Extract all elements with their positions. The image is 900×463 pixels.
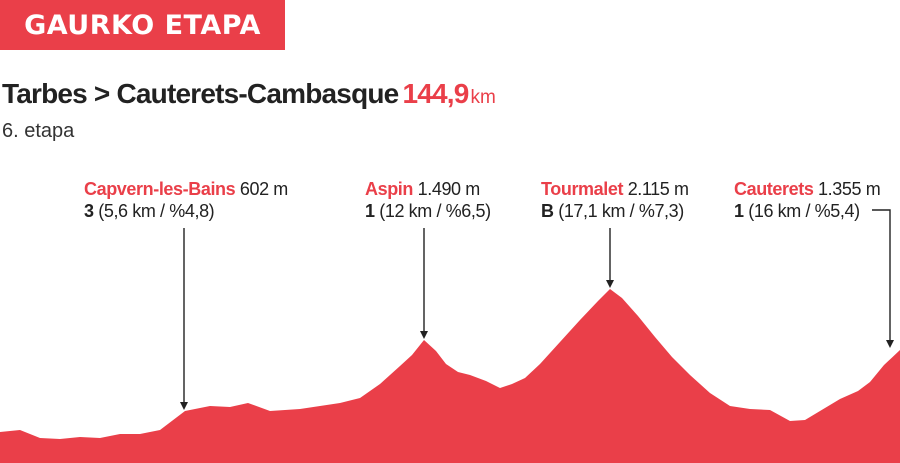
marker-lines [183,209,891,402]
cauterets-marker-line [872,209,891,340]
climb-category: 3 [84,201,94,221]
climb-name: Aspin [365,179,414,199]
stage-title: Tarbes > Cauterets-Cambasque 144,9 km [2,78,496,110]
distance-unit: km [470,87,496,108]
climb-altitude: 1.355 m [818,179,881,199]
marker-arrows [180,280,894,410]
aspin-arrow-icon [420,331,428,339]
distance-value: 144,9 [402,78,469,109]
climb-category: 1 [734,201,744,221]
capvern-arrow-icon [180,402,188,410]
tourmalet-arrow-icon [606,280,614,288]
stage-number: 6. etapa [2,120,75,142]
climb-name-row: Aspin 1.490 m [365,178,491,200]
climb-detail-row: B (17,1 km / %7,3) [541,200,689,222]
climb-altitude: 1.490 m [417,179,481,199]
climb-name: Tourmalet [541,179,624,199]
climb-aspin-label: Aspin 1.490 m 1 (12 km / %6,5) [365,178,491,222]
stage-banner: GAURKO ETAPA [0,0,285,50]
climb-tourmalet-label: Tourmalet 2.115 m B (17,1 km / %7,3) [541,178,689,222]
climb-detail: (16 km / %5,4) [748,201,860,221]
climb-capvern-label: Capvern-les-Bains 602 m 3 (5,6 km / %4,8… [84,178,288,222]
route-label: Tarbes > Cauterets-Cambasque [2,78,399,109]
climb-detail: (12 km / %6,5) [379,201,491,221]
climb-detail-row: 1 (12 km / %6,5) [365,200,491,222]
elevation-area [0,289,900,463]
climb-category: B [541,201,554,221]
climb-detail-row: 1 (16 km / %5,4) [734,200,880,222]
climb-detail: (5,6 km / %4,8) [98,201,215,221]
climb-detail: (17,1 km / %7,3) [558,201,684,221]
climb-name-row: Capvern-les-Bains 602 m [84,178,288,200]
cauterets-arrow-icon [886,340,894,348]
climb-detail-row: 3 (5,6 km / %4,8) [84,200,288,222]
climb-category: 1 [365,201,375,221]
climb-name: Capvern-les-Bains [84,179,236,199]
climb-altitude: 602 m [239,179,288,199]
climb-name-row: Tourmalet 2.115 m [541,178,689,200]
climb-name-row: Cauterets 1.355 m [734,178,881,200]
climb-altitude: 2.115 m [627,179,689,199]
climb-cauterets-label: Cauterets 1.355 m 1 (16 km / %5,4) [734,178,881,222]
climb-name: Cauterets [734,179,814,199]
